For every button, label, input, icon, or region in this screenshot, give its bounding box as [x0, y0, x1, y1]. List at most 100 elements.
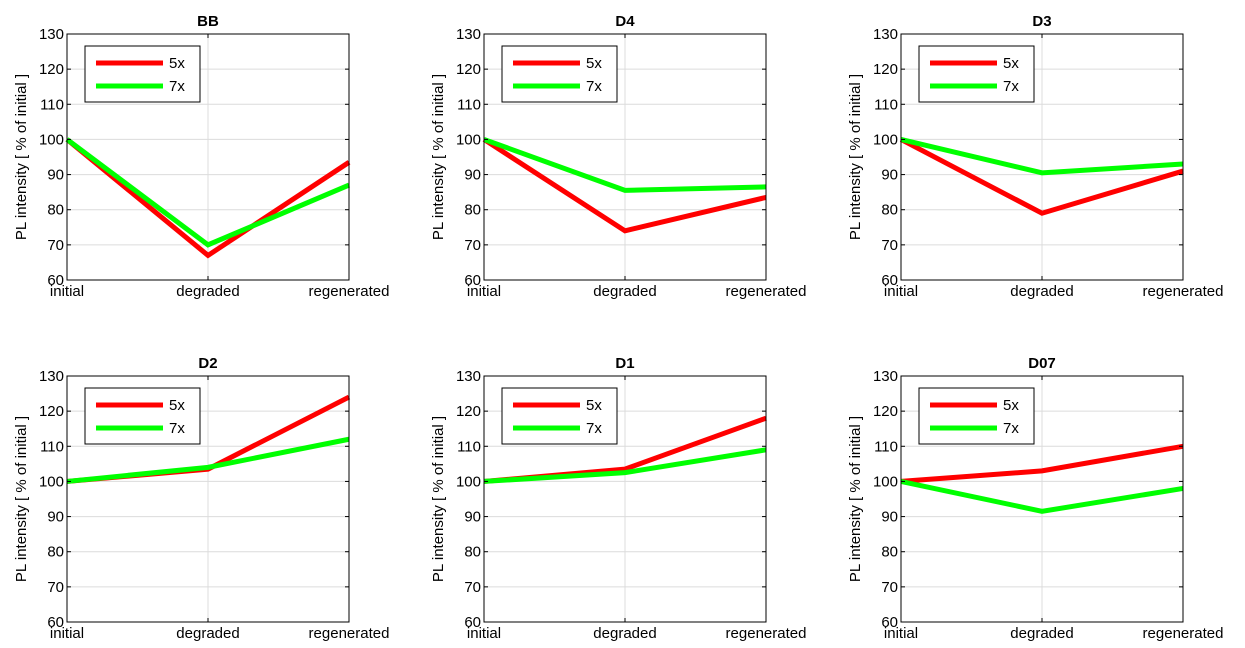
- legend-box: [84, 387, 201, 445]
- y-tick-label: 70: [464, 237, 481, 254]
- x-tick-label: initial: [884, 283, 918, 300]
- y-tick-label: 80: [47, 544, 64, 561]
- y-tick-label: 90: [464, 509, 481, 526]
- chart-panel-d07: 60 70 80 90 100 110 120 130 initial degraded regen…: [847, 355, 1223, 642]
- legend-box: [918, 387, 1035, 445]
- y-tick-label: 120: [456, 403, 481, 420]
- y-tick-label: 100: [456, 131, 481, 148]
- y-tick-label: 90: [47, 167, 64, 184]
- legend-box: [501, 387, 618, 445]
- y-axis-label: PL intensity [ % of initial ]: [13, 74, 30, 240]
- y-tick-label: 110: [40, 438, 64, 455]
- x-tick-label: degraded: [593, 283, 656, 300]
- y-axis-label: PL intensity [ % of initial ]: [13, 416, 30, 582]
- x-tick-label: initial: [467, 283, 501, 300]
- y-tick-label: 130: [39, 368, 64, 385]
- series-line-7x: [65, 137, 350, 248]
- chart-title: BB: [197, 13, 219, 30]
- y-tick-label: 100: [873, 131, 898, 148]
- y-tick-label: 70: [47, 237, 64, 254]
- y-tick-label: 110: [457, 438, 481, 455]
- y-tick-label: 90: [464, 167, 481, 184]
- y-tick-label: 110: [457, 96, 481, 113]
- x-tick-label: regenerated: [726, 625, 807, 642]
- y-axis-label: PL intensity [ % of initial ]: [430, 416, 447, 582]
- series-line-5x: [65, 137, 351, 259]
- y-tick-label: 60: [464, 614, 481, 631]
- x-tick-label: initial: [50, 625, 84, 642]
- x-tick-label: initial: [884, 625, 918, 642]
- legend-label: 7x: [169, 420, 185, 437]
- y-tick-label: 60: [47, 272, 64, 289]
- y-tick-label: 130: [873, 26, 898, 43]
- y-tick-label: 60: [464, 272, 481, 289]
- legend-label: 7x: [1003, 78, 1019, 95]
- y-tick-label: 100: [456, 473, 481, 490]
- series-line-7x: [483, 137, 767, 193]
- chart-panel-bb: 60 70 80 90 100 110 120 130 initial degraded regen…: [13, 13, 389, 300]
- y-tick-label: 70: [464, 579, 481, 596]
- y-tick-label: 130: [456, 26, 481, 43]
- y-tick-label: 80: [464, 202, 481, 219]
- y-tick-label: 130: [873, 368, 898, 385]
- x-tick-label: regenerated: [1143, 625, 1224, 642]
- y-tick-label: 120: [873, 61, 898, 78]
- chart-panel-d2: 60 70 80 90 100 110 120 130 initial degraded regen…: [13, 355, 389, 642]
- x-tick-label: degraded: [1010, 625, 1073, 642]
- legend-label: 7x: [586, 78, 602, 95]
- legend-label: 5x: [1003, 397, 1019, 414]
- y-tick-label: 70: [881, 579, 898, 596]
- y-tick-label: 70: [881, 237, 898, 254]
- y-axis-label: PL intensity [ % of initial ]: [847, 416, 864, 582]
- chart-panel-d4: 60 70 80 90 100 110 120 130 initial degraded regen…: [430, 13, 806, 300]
- y-tick-label: 90: [881, 509, 898, 526]
- chart-title: D1: [615, 355, 634, 372]
- y-tick-label: 120: [39, 403, 64, 420]
- y-tick-label: 120: [456, 61, 481, 78]
- series-line-7x: [900, 136, 1184, 176]
- y-tick-label: 80: [464, 544, 481, 561]
- legend-label: 7x: [586, 420, 602, 437]
- x-tick-label: initial: [50, 283, 84, 300]
- legend-label: 7x: [1003, 420, 1019, 437]
- y-tick-label: 120: [39, 61, 64, 78]
- chart-panel-d1: 60 70 80 90 100 110 120 130 initial degraded regen…: [430, 355, 806, 642]
- chart-title: D4: [615, 13, 635, 30]
- y-tick-label: 110: [874, 438, 898, 455]
- y-tick-label: 100: [39, 473, 64, 490]
- legend-label: 5x: [1003, 55, 1019, 72]
- y-tick-label: 110: [874, 96, 898, 113]
- y-tick-label: 80: [47, 202, 64, 219]
- series-line-5x: [482, 137, 767, 234]
- x-tick-label: degraded: [176, 283, 239, 300]
- chart-title: D3: [1032, 13, 1051, 30]
- x-tick-label: degraded: [1010, 283, 1073, 300]
- chart-panel-d3: 60 70 80 90 100 110 120 130 initial degraded regen…: [847, 13, 1223, 300]
- legend-label: 5x: [586, 397, 602, 414]
- y-tick-label: 80: [881, 544, 898, 561]
- legend-label: 5x: [169, 55, 185, 72]
- legend-label: 5x: [169, 397, 185, 414]
- y-tick-label: 90: [881, 167, 898, 184]
- y-tick-label: 100: [39, 131, 64, 148]
- legend-box: [918, 45, 1035, 103]
- series-line-7x: [900, 478, 1184, 514]
- x-tick-label: degraded: [593, 625, 656, 642]
- x-tick-label: regenerated: [309, 283, 390, 300]
- series-line-7x: [66, 436, 350, 484]
- legend-box: [501, 45, 618, 103]
- y-tick-label: 130: [456, 368, 481, 385]
- y-tick-label: 60: [47, 614, 64, 631]
- y-axis-label: PL intensity [ % of initial ]: [847, 74, 864, 240]
- y-tick-label: 120: [873, 403, 898, 420]
- y-tick-label: 130: [39, 26, 64, 43]
- series-line-5x: [900, 443, 1184, 484]
- series-line-7x: [483, 447, 767, 484]
- y-tick-label: 80: [881, 202, 898, 219]
- legend-box: [84, 45, 201, 103]
- legend-label: 7x: [169, 78, 185, 95]
- y-tick-label: 110: [40, 96, 64, 113]
- chart-title: D2: [198, 355, 217, 372]
- y-tick-label: 60: [881, 272, 898, 289]
